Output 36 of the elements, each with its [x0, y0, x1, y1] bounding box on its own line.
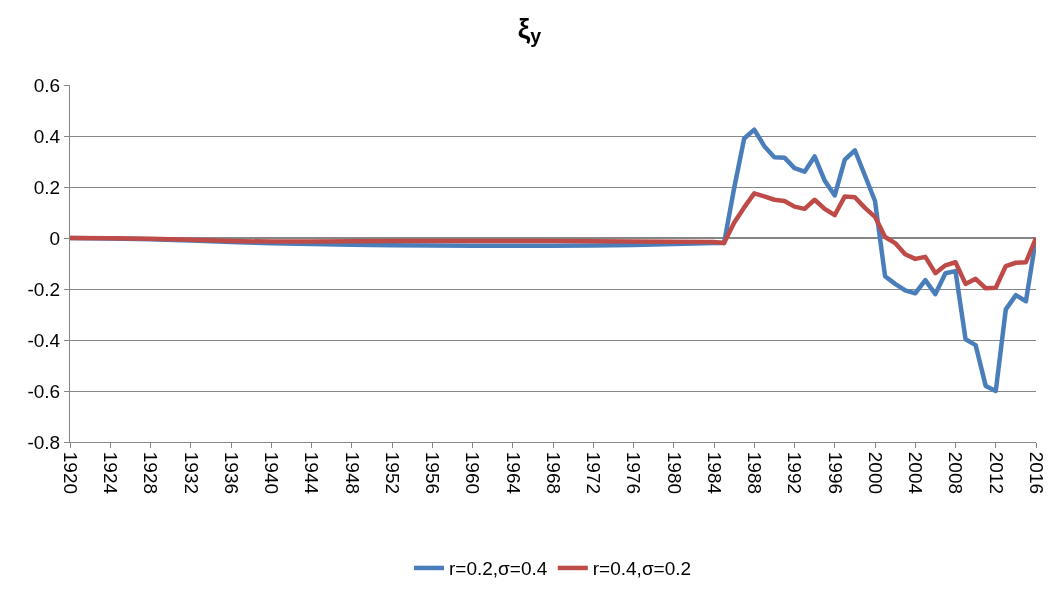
y-tick-label: 0 — [49, 227, 61, 249]
x-tick-label: 1972 — [583, 451, 605, 495]
x-tick-label: 1992 — [784, 451, 806, 495]
x-tick-label: 2008 — [945, 451, 967, 495]
legend-label: r=0.4,σ=0.2 — [592, 558, 692, 580]
x-tick-label: 1984 — [703, 451, 725, 495]
x-tick-label: 1940 — [261, 451, 283, 495]
y-tick-label: 0.4 — [33, 125, 61, 147]
x-tick-label: 1968 — [542, 451, 564, 495]
x-tick-label: 1956 — [422, 451, 444, 495]
y-tick-label: -0.6 — [27, 380, 61, 402]
y-tick-label: 0.6 — [33, 74, 61, 96]
y-tick-label: -0.4 — [27, 329, 61, 351]
x-tick-label: 2012 — [985, 451, 1007, 495]
x-tick-label: 1952 — [381, 451, 403, 495]
x-tick-label: 2000 — [864, 451, 886, 495]
y-tick-label: 0.2 — [33, 176, 61, 198]
x-tick-label: 1980 — [663, 451, 685, 495]
y-tick-label: -0.2 — [27, 278, 61, 300]
chart-title: ξ$_{y}$ — [517, 12, 542, 48]
legend-label: r=0.2,σ=0.4 — [449, 558, 548, 580]
x-tick-label: 1928 — [140, 451, 162, 495]
x-tick-label: 1976 — [623, 451, 645, 495]
x-tick-label: 1924 — [100, 451, 122, 495]
x-tick-label: 1960 — [462, 451, 484, 495]
x-tick-label: 1932 — [180, 451, 202, 495]
x-tick-label: 1996 — [824, 451, 846, 495]
x-tick-label: 1948 — [341, 451, 363, 495]
x-tick-label: 2016 — [1025, 451, 1047, 495]
x-tick-label: 1936 — [220, 451, 242, 495]
x-tick-label: 1920 — [59, 451, 81, 495]
x-tick-label: 1944 — [301, 451, 323, 495]
x-tick-label: 1988 — [744, 451, 766, 495]
x-tick-label: 1964 — [502, 451, 524, 495]
y-tick-label: -0.8 — [27, 431, 61, 453]
x-tick-label: 2004 — [905, 451, 927, 495]
